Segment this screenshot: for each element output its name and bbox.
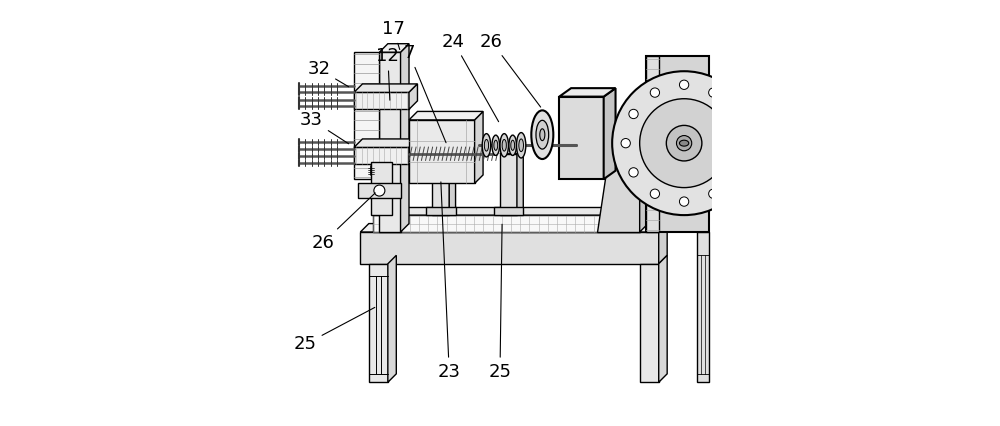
Polygon shape [354,92,409,109]
Circle shape [730,168,739,177]
Circle shape [738,138,747,148]
Ellipse shape [494,140,498,150]
Text: 23: 23 [438,182,461,381]
Ellipse shape [509,135,517,155]
Polygon shape [354,52,379,179]
Polygon shape [401,44,409,232]
Circle shape [629,109,638,118]
Polygon shape [646,56,709,232]
Circle shape [629,168,638,177]
Polygon shape [597,145,640,232]
Circle shape [679,80,689,89]
Text: 33: 33 [300,111,349,144]
Ellipse shape [500,134,508,157]
Text: 7: 7 [403,44,446,143]
Polygon shape [494,207,523,215]
Ellipse shape [484,139,489,151]
Polygon shape [432,154,449,215]
Ellipse shape [540,129,545,141]
Circle shape [730,109,739,118]
Polygon shape [475,112,483,183]
Text: 25: 25 [488,224,512,381]
Circle shape [640,99,729,187]
Ellipse shape [679,140,689,146]
Polygon shape [604,88,616,179]
Ellipse shape [502,139,506,151]
Polygon shape [379,52,401,232]
Polygon shape [358,183,401,198]
Circle shape [621,138,630,148]
Polygon shape [500,147,523,154]
Polygon shape [354,139,417,147]
Ellipse shape [511,140,515,150]
Bar [373,215,640,232]
Text: 25: 25 [294,308,375,353]
Polygon shape [371,162,392,215]
Polygon shape [354,84,417,92]
Polygon shape [409,112,483,120]
Polygon shape [388,255,396,382]
Ellipse shape [531,110,553,159]
Polygon shape [379,44,409,52]
Polygon shape [559,88,616,97]
Circle shape [666,125,702,161]
Polygon shape [449,147,456,215]
Polygon shape [697,232,709,382]
Polygon shape [659,224,667,264]
Ellipse shape [536,120,549,149]
Polygon shape [426,207,456,215]
Text: 17: 17 [382,20,405,49]
Polygon shape [409,139,417,164]
Polygon shape [640,137,648,232]
Circle shape [650,88,660,97]
Circle shape [612,71,756,215]
Circle shape [676,135,692,151]
Polygon shape [373,207,647,215]
Ellipse shape [519,139,523,152]
Text: 26: 26 [312,193,375,252]
Circle shape [679,197,689,206]
Text: 12: 12 [376,47,399,100]
Polygon shape [559,97,604,179]
Ellipse shape [517,132,526,158]
Text: 24: 24 [442,33,499,122]
Circle shape [709,189,718,199]
Polygon shape [360,232,659,264]
Text: 32: 32 [307,60,349,87]
Circle shape [374,185,385,196]
Polygon shape [369,264,388,382]
Polygon shape [432,147,456,154]
Circle shape [650,189,660,199]
Ellipse shape [492,135,500,155]
Text: 26: 26 [480,33,541,107]
Polygon shape [360,224,667,232]
Polygon shape [500,154,517,215]
Circle shape [709,88,718,97]
Polygon shape [640,264,659,382]
Polygon shape [409,120,475,183]
Polygon shape [659,255,667,382]
Polygon shape [354,147,409,164]
Polygon shape [409,84,417,109]
Polygon shape [646,56,659,232]
Ellipse shape [482,134,491,157]
Polygon shape [517,147,523,215]
